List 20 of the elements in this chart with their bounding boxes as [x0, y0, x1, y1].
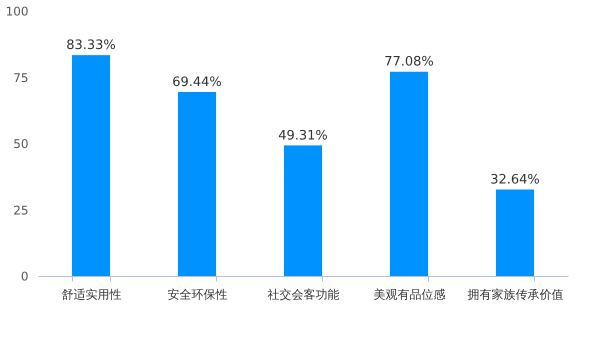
data-label: 32.64% [490, 172, 540, 188]
x-tick-label: 安全环保性 [168, 288, 228, 302]
x-tick-label: 拥有家族传承价值 [468, 288, 564, 302]
data-label: 77.08% [384, 54, 434, 70]
bar [178, 92, 216, 276]
data-label: 49.31% [278, 128, 328, 144]
x-tick-label: 舒适实用性 [62, 288, 122, 302]
y-tick-label: 100 [6, 4, 28, 18]
data-label: 69.44% [172, 74, 222, 90]
x-tick-label: 美观有品位感 [374, 288, 446, 302]
bar [390, 72, 428, 276]
bar [284, 145, 322, 276]
data-label: 83.33% [66, 38, 116, 54]
y-tick-label: 0 [20, 270, 28, 284]
y-tick-label: 75 [13, 70, 28, 85]
y-tick-label: 50 [13, 137, 28, 151]
y-tick-label: 25 [13, 203, 28, 218]
bar [72, 55, 110, 276]
bar [496, 190, 534, 276]
x-tick-label: 社交会客功能 [268, 288, 340, 302]
